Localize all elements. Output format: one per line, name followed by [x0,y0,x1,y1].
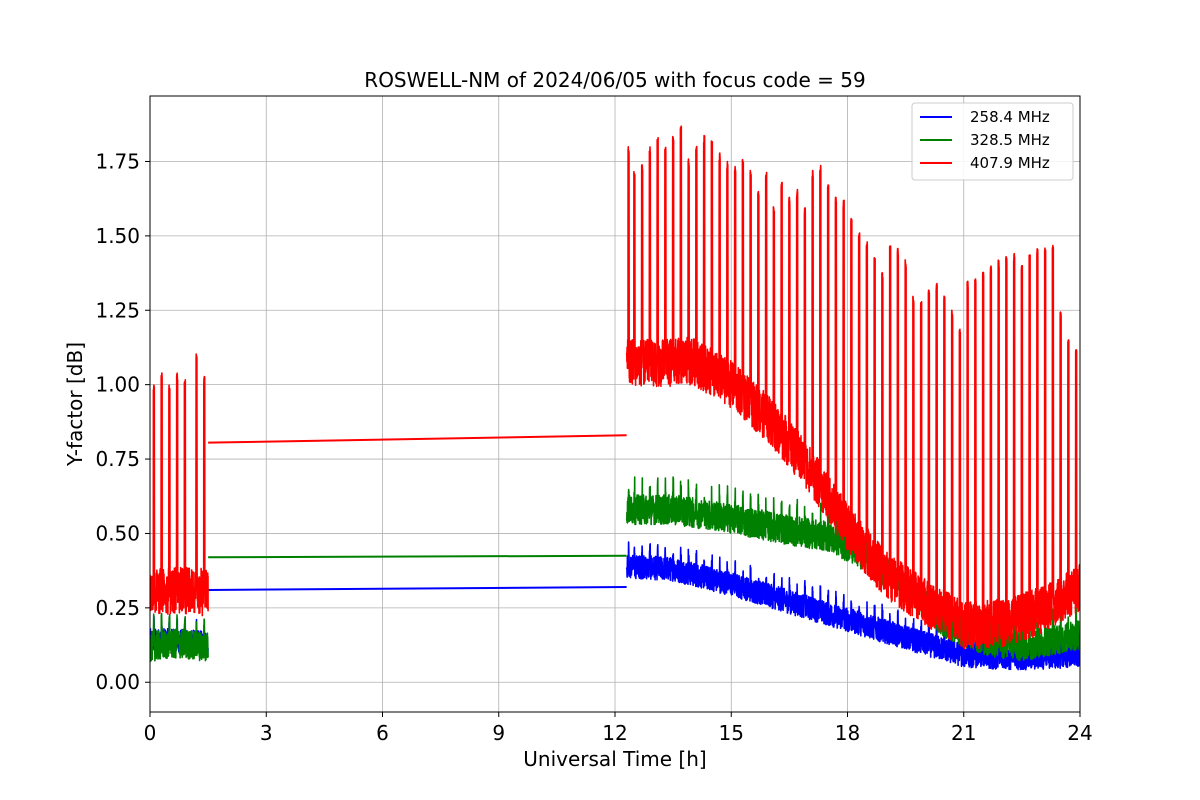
y-axis: 0.00 0.25 0.50 0.75 1.00 1.25 1.50 1.75 [95,149,150,694]
x-tick-label: 18 [835,721,860,745]
x-axis: 0 3 6 9 12 15 18 21 24 [144,712,1093,745]
y-tick-label: 1.50 [95,224,140,248]
x-tick-label: 6 [376,721,389,745]
y-tick-label: 1.75 [95,149,140,173]
x-tick-label: 21 [951,721,976,745]
chart-title: ROSWELL-NM of 2024/06/05 with focus code… [364,68,865,92]
legend: 258.4 MHz 328.5 MHz 407.9 MHz [911,102,1074,181]
series-line [625,125,1080,650]
series-layer [150,125,1080,671]
y-tick-label: 0.25 [95,596,140,620]
series-gap-line [208,554,627,559]
series-gap-line [208,586,627,591]
y-tick-label: 1.00 [95,373,140,397]
y-tick-label: 0.50 [95,521,140,545]
legend-box [911,102,1074,181]
series-407.9-mhz [150,125,1080,650]
series-line [150,612,209,663]
y-axis-title: Y-factor [dB] [63,342,87,467]
series-gap-line [208,434,627,444]
legend-label: 328.5 MHz [970,131,1050,149]
x-tick-label: 24 [1067,721,1092,745]
x-tick-label: 3 [260,721,273,745]
y-tick-label: 0.00 [95,670,140,694]
x-tick-label: 15 [719,721,744,745]
x-tick-label: 0 [144,721,157,745]
series-line [150,353,209,617]
y-tick-label: 0.75 [95,447,140,471]
y-tick-label: 1.25 [95,298,140,322]
x-tick-label: 9 [492,721,505,745]
x-axis-title: Universal Time [h] [523,747,706,771]
x-tick-label: 12 [602,721,627,745]
legend-label: 407.9 MHz [970,154,1050,172]
legend-label: 258.4 MHz [970,108,1050,126]
